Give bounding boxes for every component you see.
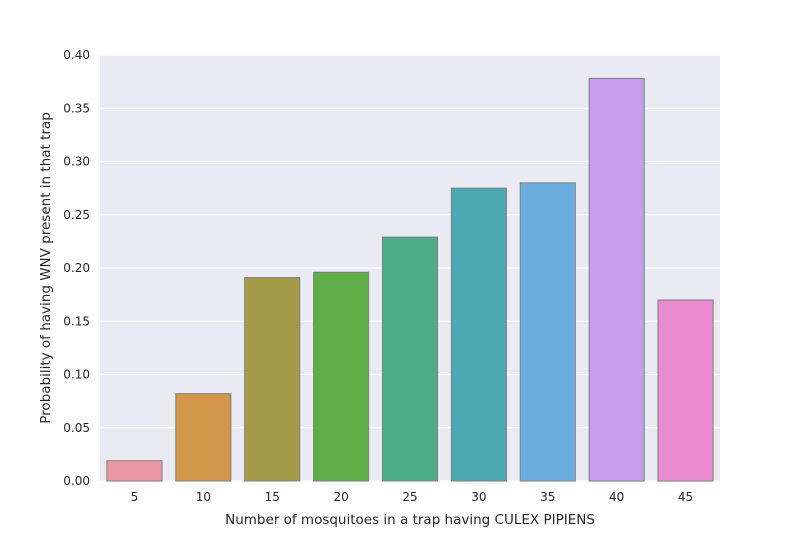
bar-35 <box>519 182 576 482</box>
x-axis-label: Number of mosquitoes in a trap having CU… <box>225 512 595 528</box>
x-tick-label: 15 <box>265 490 280 504</box>
bar-45 <box>657 299 714 482</box>
x-tick-label: 5 <box>131 490 139 504</box>
y-tick-label: 0.20 <box>63 261 90 275</box>
bar-40 <box>588 77 645 482</box>
y-tick-label: 0.35 <box>63 101 90 115</box>
y-tick-label: 0.40 <box>63 48 90 62</box>
y-tick-label: 0.05 <box>63 421 90 435</box>
x-tick-labels: 5 10 15 20 25 30 35 40 45 <box>131 490 694 504</box>
y-tick-label: 0.15 <box>63 314 90 328</box>
bar-20 <box>313 271 370 482</box>
bar-25 <box>381 236 439 482</box>
x-tick-label: 10 <box>196 490 211 504</box>
x-tick-label: 35 <box>540 490 555 504</box>
x-tick-label: 45 <box>678 490 693 504</box>
x-tick-label: 40 <box>609 490 624 504</box>
y-tick-label: 0.25 <box>63 208 90 222</box>
y-tick-label: 0.00 <box>63 474 90 488</box>
bar-15 <box>244 277 301 482</box>
bars <box>106 77 714 482</box>
bar-10 <box>175 393 232 482</box>
y-tick-labels: 0.00 0.05 0.10 0.15 0.20 0.25 0.30 0.35 0.40 <box>63 48 90 488</box>
bar-5 <box>106 460 163 482</box>
x-tick-label: 30 <box>471 490 486 504</box>
y-axis-label: Probability of having WNV present in tha… <box>38 112 54 424</box>
x-tick-label: 20 <box>333 490 348 504</box>
y-tick-label: 0.10 <box>63 368 90 382</box>
y-tick-label: 0.30 <box>63 155 90 169</box>
x-tick-label: 25 <box>402 490 417 504</box>
bar-30 <box>450 187 507 482</box>
